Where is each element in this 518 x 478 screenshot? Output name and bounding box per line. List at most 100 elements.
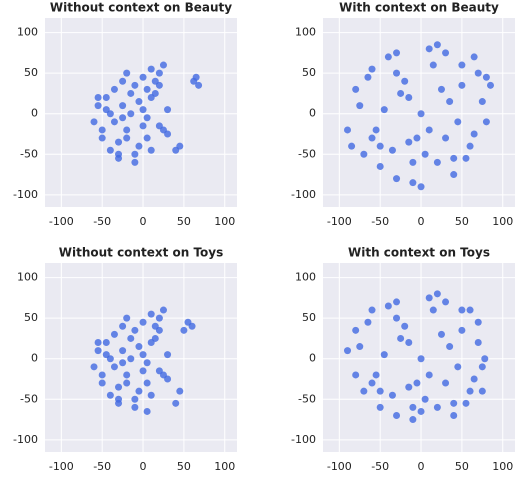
point xyxy=(376,142,384,150)
point xyxy=(462,154,470,162)
point xyxy=(401,322,409,330)
point xyxy=(458,61,466,69)
point xyxy=(384,302,392,310)
point xyxy=(127,334,135,342)
point xyxy=(437,85,445,93)
y-tick-label: 0 xyxy=(31,352,38,365)
point xyxy=(376,387,384,395)
point xyxy=(474,338,482,346)
point xyxy=(127,110,135,118)
point xyxy=(413,379,421,387)
point xyxy=(102,93,110,101)
point xyxy=(139,122,147,130)
point xyxy=(151,77,159,85)
x-tick-label: 100 xyxy=(214,215,235,228)
point xyxy=(94,338,102,346)
point xyxy=(143,114,151,122)
point xyxy=(433,158,441,166)
point xyxy=(450,154,458,162)
point xyxy=(417,110,425,118)
point xyxy=(486,81,494,89)
point xyxy=(470,375,478,383)
point xyxy=(190,77,198,85)
point xyxy=(352,371,360,379)
y-tick-label: 50 xyxy=(24,311,38,324)
point xyxy=(131,395,139,403)
point xyxy=(110,85,118,93)
point xyxy=(94,102,102,110)
point xyxy=(466,306,474,314)
point xyxy=(433,41,441,49)
point xyxy=(119,102,127,110)
point xyxy=(482,73,490,81)
point xyxy=(123,371,131,379)
point xyxy=(131,81,139,89)
point xyxy=(147,338,155,346)
point xyxy=(159,371,167,379)
point xyxy=(139,318,147,326)
point xyxy=(446,343,454,351)
point xyxy=(360,387,368,395)
point xyxy=(348,142,356,150)
point xyxy=(405,338,413,346)
point xyxy=(466,142,474,150)
point xyxy=(405,138,413,146)
point xyxy=(147,146,155,154)
point xyxy=(368,306,376,314)
y-tick-label: 50 xyxy=(302,66,316,79)
point xyxy=(409,158,417,166)
point xyxy=(172,399,180,407)
point xyxy=(372,371,380,379)
point xyxy=(429,306,437,314)
point xyxy=(368,134,376,142)
point xyxy=(421,150,429,158)
point xyxy=(409,179,417,187)
point xyxy=(388,391,396,399)
point xyxy=(147,93,155,101)
x-tick-label: 0 xyxy=(140,215,147,228)
point xyxy=(115,150,123,158)
point xyxy=(474,69,482,77)
point xyxy=(143,85,151,93)
point xyxy=(356,102,364,110)
point xyxy=(401,77,409,85)
point xyxy=(98,371,106,379)
point xyxy=(417,355,425,363)
point xyxy=(478,387,486,395)
point xyxy=(409,416,417,424)
point xyxy=(98,134,106,142)
x-tick-label: -100 xyxy=(49,460,74,473)
point xyxy=(364,318,372,326)
point xyxy=(188,322,196,330)
point xyxy=(94,347,102,355)
point xyxy=(106,391,114,399)
point xyxy=(393,175,401,183)
y-tick-label: 100 xyxy=(295,26,316,39)
point xyxy=(417,183,425,191)
point xyxy=(421,395,429,403)
point xyxy=(425,45,433,53)
point xyxy=(393,298,401,306)
point xyxy=(372,126,380,134)
point xyxy=(135,343,143,351)
point xyxy=(115,138,123,146)
point xyxy=(131,158,139,166)
point xyxy=(135,142,143,150)
point xyxy=(131,403,139,411)
point xyxy=(123,314,131,322)
point xyxy=(478,363,486,371)
point xyxy=(393,69,401,77)
point xyxy=(151,322,159,330)
x-tick-label: 50 xyxy=(455,460,469,473)
point xyxy=(450,171,458,179)
point xyxy=(442,49,450,57)
point xyxy=(344,347,352,355)
point xyxy=(106,146,114,154)
x-tick-label: 100 xyxy=(492,460,513,473)
point xyxy=(409,403,417,411)
y-tick-label: -100 xyxy=(291,188,316,201)
point xyxy=(143,407,151,415)
point xyxy=(478,98,486,106)
point xyxy=(384,53,392,61)
